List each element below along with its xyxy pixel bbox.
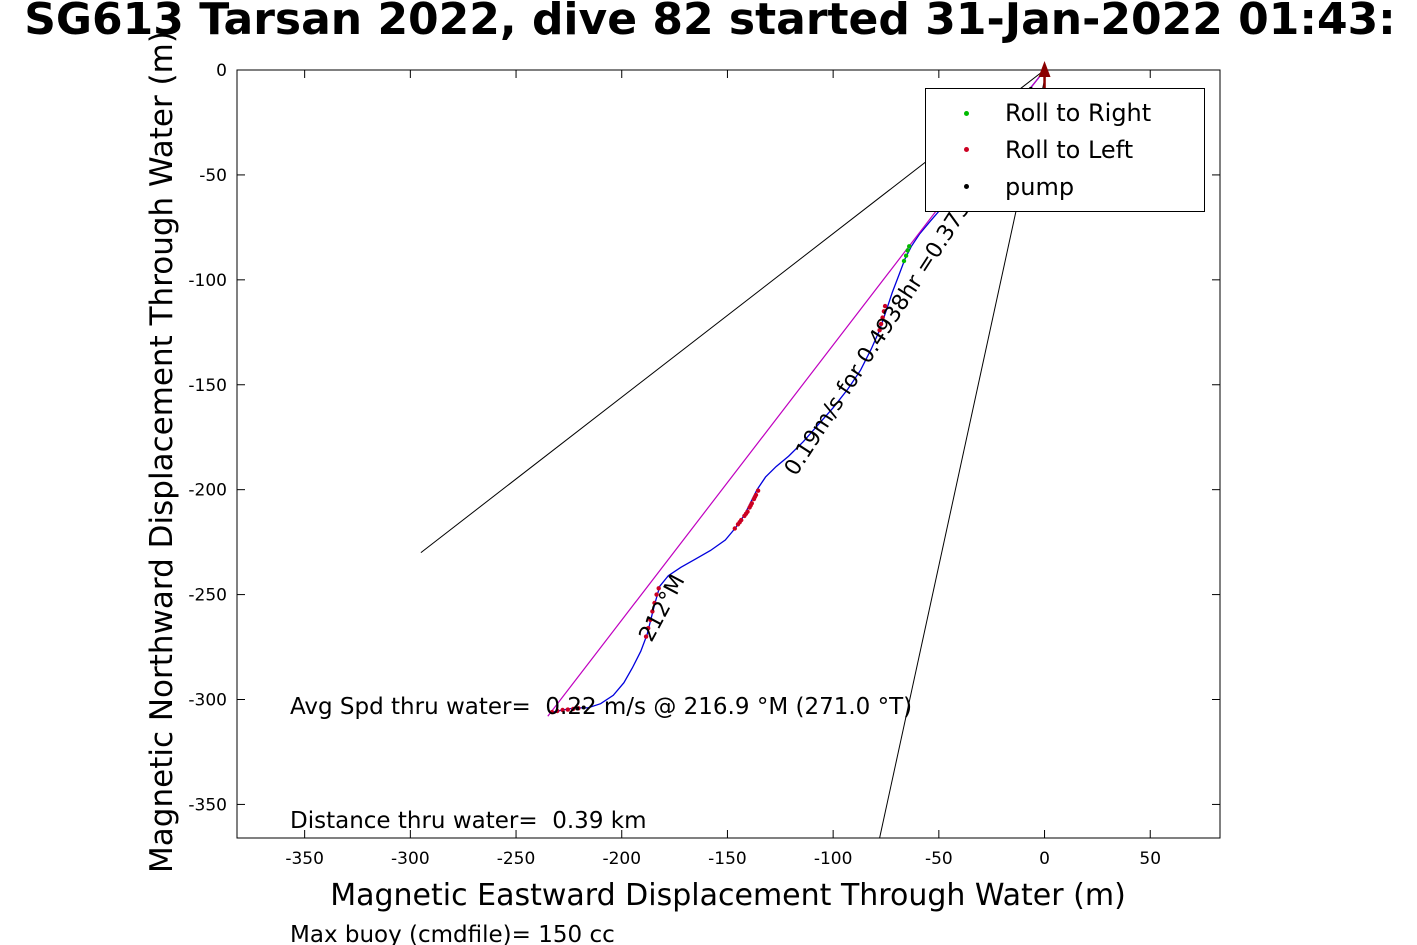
roll-to-left-dot <box>646 626 651 631</box>
roll-to-right-marker-icon <box>964 110 969 116</box>
x-tick-label: 50 <box>1139 849 1161 869</box>
y-tick-label: -250 <box>188 586 227 606</box>
roll-to-left-dot <box>648 617 653 622</box>
legend-entry-roll-to-left: Roll to Left <box>926 133 1204 167</box>
dive-stats-block: Avg Spd thru water= 0.22 m/s @ 216.9 °M … <box>290 612 912 945</box>
y-tick-label: -200 <box>188 481 227 501</box>
heading-arrow-head <box>1038 61 1051 77</box>
y-tick-label: 0 <box>216 61 227 81</box>
roll-to-left-dot <box>752 494 758 500</box>
roll-to-left-dot <box>737 520 742 525</box>
y-tick-label: -50 <box>199 166 227 186</box>
roll-to-right-dot <box>907 244 912 249</box>
x-tick-label: -250 <box>497 849 536 869</box>
roll-to-right-dot <box>903 253 909 258</box>
x-tick-label: -150 <box>708 849 747 869</box>
roll-to-left-dot <box>650 609 655 614</box>
roll-to-left-dot <box>656 586 661 591</box>
legend-entry-roll-to-right: Roll to Right <box>926 96 1204 130</box>
roll-to-left-dot <box>882 303 888 309</box>
roll-to-left-dot <box>643 634 649 639</box>
x-tick-label: -100 <box>814 849 853 869</box>
roll-to-left-dot <box>878 321 884 327</box>
roll-to-right-dot <box>905 248 910 253</box>
roll-to-left-dot <box>880 315 885 320</box>
x-tick-label: -300 <box>391 849 430 869</box>
legend: Roll to Right Roll to Left pump <box>925 88 1205 212</box>
roll-to-left-dot <box>652 600 657 606</box>
legend-label: pump <box>1005 172 1075 201</box>
roll-to-left-dot <box>555 708 560 714</box>
y-axis-label: Magnetic Northward Displacement Through … <box>144 31 180 873</box>
legend-entry-pump: pump <box>926 170 1204 204</box>
y-tick-label: -150 <box>188 376 227 396</box>
roll-to-right-dot <box>901 258 907 264</box>
roll-to-left-dot <box>549 709 555 715</box>
roll-to-left-dot <box>877 328 882 333</box>
x-tick-label: 0 <box>1039 849 1050 869</box>
x-tick-label: -350 <box>285 849 324 869</box>
pump-dot <box>575 706 580 711</box>
pump-dot <box>581 705 586 710</box>
stat-max-buoy: Max buoy (cmdfile)= 150 cc <box>290 922 615 945</box>
roll-to-left-dot <box>748 503 753 508</box>
plot-box <box>236 69 1221 839</box>
x-tick-label: -200 <box>602 849 641 869</box>
pump-marker-icon <box>964 184 969 190</box>
y-tick-label: -100 <box>188 271 227 291</box>
roll-to-left-dot <box>565 707 570 712</box>
stat-distance: Distance thru water= 0.39 km <box>290 808 647 834</box>
legend-label: Roll to Left <box>1005 135 1134 164</box>
x-axis-label: Magnetic Eastward Displacement Through W… <box>330 878 1126 913</box>
y-tick-label: -300 <box>188 691 227 711</box>
x-tick-label: -50 <box>925 849 953 869</box>
legend-label: Roll to Right <box>1005 99 1152 128</box>
y-tick-label: -350 <box>188 795 227 815</box>
roll-to-left-dot <box>570 706 576 712</box>
roll-to-left-dot <box>732 526 737 531</box>
roll-to-left-marker-icon <box>964 147 969 153</box>
chart-title: SG613 Tarsan 2022, dive 82 started 31-Ja… <box>24 0 1396 45</box>
roll-to-left-dot <box>654 592 659 597</box>
roll-to-left-dot <box>881 309 887 314</box>
roll-to-left-dot <box>743 511 749 516</box>
stat-avg-speed: Avg Spd thru water= 0.22 m/s @ 216.9 °M … <box>290 694 913 720</box>
roll-to-left-dot <box>560 707 565 713</box>
roll-to-left-dot <box>755 488 761 493</box>
